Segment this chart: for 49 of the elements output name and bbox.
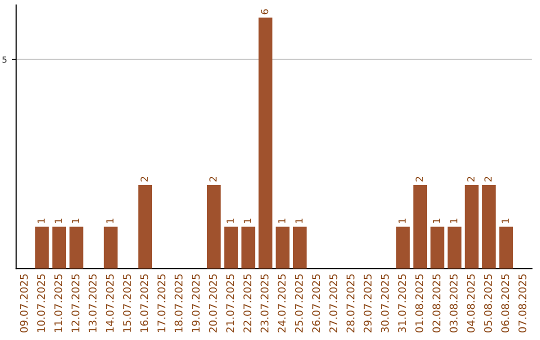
data-label: 1 — [295, 218, 303, 223]
x-tick-label: 16.07.2025 — [140, 274, 148, 332]
data-label: 1 — [432, 218, 440, 223]
x-tick-label: 21.07.2025 — [226, 274, 234, 332]
x-tick-label: 04.08.2025 — [466, 274, 475, 332]
x-tick-label: 24.07.2025 — [278, 274, 286, 332]
x-tick-label: 18.07.2025 — [174, 274, 183, 332]
data-label: 2 — [140, 176, 148, 182]
data-label: 2 — [416, 176, 423, 182]
x-tick-label: 25.07.2025 — [294, 274, 303, 332]
data-label: 1 — [450, 218, 458, 223]
data-label: 1 — [244, 218, 251, 223]
x-tick-label: 29.07.2025 — [364, 274, 372, 332]
x-tick-label: 19.07.2025 — [192, 274, 200, 332]
x-tick-label: 23.07.2025 — [260, 274, 268, 332]
data-label: 2 — [209, 176, 217, 182]
x-tick-label: 15.07.2025 — [123, 274, 131, 332]
x-tick-label: 14.07.2025 — [106, 274, 114, 332]
data-label: 6 — [260, 9, 268, 14]
data-label: 1 — [398, 218, 406, 223]
data-label: 1 — [278, 218, 286, 223]
x-tick-label: 26.07.2025 — [312, 274, 320, 332]
data-label: 2 — [484, 176, 492, 182]
x-tick-label: 27.07.2025 — [329, 274, 338, 332]
x-tick-label: 10.07.2025 — [37, 274, 46, 332]
x-tick-label: 13.07.2025 — [88, 274, 97, 332]
data-label: 1 — [72, 218, 80, 223]
data-label: 1 — [502, 218, 509, 223]
x-tick-label: 06.08.2025 — [501, 274, 510, 332]
x-tick-label: 09.07.2025 — [20, 274, 28, 332]
x-tick-label: 11.07.2025 — [54, 274, 62, 332]
x-tick-label: 05.08.2025 — [484, 274, 492, 332]
data-label: 2 — [467, 176, 474, 182]
y-tick-label: 5 — [2, 56, 6, 63]
data-label: 1 — [106, 218, 114, 223]
x-tick-label: 31.07.2025 — [398, 274, 406, 332]
data-label: 1 — [38, 218, 45, 223]
x-tick-label: 20.07.2025 — [209, 274, 217, 332]
x-tick-label: 03.08.2025 — [450, 274, 458, 332]
x-tick-label: 17.07.2025 — [157, 274, 166, 332]
data-label: 1 — [54, 218, 62, 223]
x-tick-label: 02.08.2025 — [432, 274, 440, 332]
x-tick-label: 28.07.2025 — [346, 274, 354, 332]
x-tick-label: 12.07.2025 — [72, 274, 80, 332]
x-tick-label: 22.07.2025 — [243, 274, 252, 332]
x-tick-label: 07.08.2025 — [518, 274, 526, 332]
data-label: 1 — [226, 218, 234, 223]
x-tick-label: 30.07.2025 — [380, 274, 389, 332]
x-tick-label: 01.08.2025 — [415, 274, 424, 332]
